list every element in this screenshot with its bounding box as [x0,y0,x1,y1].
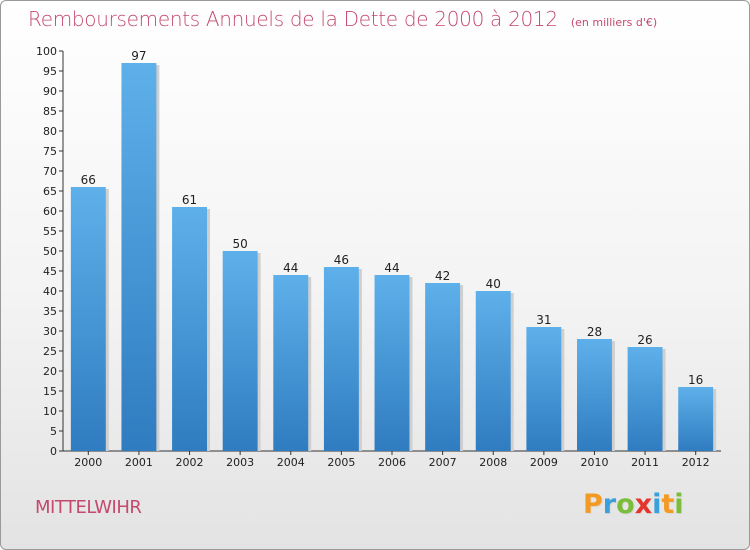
chart-subtitle: (en milliers d'€) [570,16,658,29]
chart-header: Remboursements Annuels de la Dette de 20… [28,7,657,31]
y-tick-label: 0 [50,445,57,458]
value-label: 40 [486,277,501,291]
bar-2011 [627,347,663,451]
value-label: 46 [334,253,349,267]
value-label: 26 [637,333,652,347]
y-tick-label: 5 [50,425,57,438]
logo-letter: t [661,489,675,520]
x-tick-label: 2012 [682,456,710,469]
bar-2006 [374,275,410,451]
value-label: 66 [81,173,96,187]
y-tick-label: 60 [43,205,57,218]
bar-2000 [70,187,106,451]
x-tick-label: 2011 [631,456,659,469]
bar-2012 [678,387,714,451]
y-tick-label: 95 [43,65,57,78]
y-tick-label: 45 [43,265,57,278]
chart-title: Remboursements Annuels de la Dette de 20… [28,7,558,31]
value-label: 28 [587,325,602,339]
y-tick-label: 50 [43,245,57,258]
y-tick-label: 15 [43,385,57,398]
value-label: 50 [233,237,248,251]
y-tick-label: 20 [43,365,57,378]
x-tick-label: 2007 [429,456,457,469]
value-label: 97 [131,49,146,63]
bar-2009 [526,327,562,451]
x-tick-label: 2005 [327,456,355,469]
x-tick-label: 2001 [125,456,153,469]
y-tick-label: 90 [43,85,57,98]
x-tick-label: 2008 [479,456,507,469]
y-tick-label: 75 [43,145,57,158]
bar-2001 [121,63,157,451]
x-tick-label: 2004 [277,456,305,469]
y-axis: 0 5 10 15 20 25 30 35 40 45 50 55 60 65 70 75 80 85 90 95 10… [36,45,64,458]
logo-letter: i [674,489,684,520]
bar-2003 [222,251,258,451]
x-tick-label: 2009 [530,456,558,469]
proxiti-logo[interactable]: Proxiti [583,489,684,520]
y-tick-label: 25 [43,345,57,358]
value-label: 44 [283,261,298,275]
value-label: 31 [536,313,551,327]
bar-2007 [425,283,461,451]
value-label: 42 [435,269,450,283]
commune-name: MITTELWIHR [35,497,142,518]
value-label: 16 [688,373,703,387]
value-label: 61 [182,193,197,207]
y-tick-label: 100 [36,45,57,58]
y-tick-label: 10 [43,405,57,418]
value-label: 44 [384,261,399,275]
logo-letter: i [652,489,662,520]
bar-2005 [323,267,359,451]
y-tick-label: 40 [43,285,57,298]
y-tick-label: 30 [43,325,57,338]
bars: 66 97 61 50 44 46 44 42 40 31 28 26 16 [70,49,717,451]
bar-2004 [273,275,309,451]
x-tick-label: 2003 [226,456,254,469]
logo-letter: x [634,489,653,520]
logo-letter: P [583,489,603,520]
bar-2002 [172,207,208,451]
logo-letter: o [616,489,635,520]
logo-letter: r [602,489,617,520]
y-tick-label: 55 [43,225,57,238]
x-tick-label: 2006 [378,456,406,469]
y-tick-label: 85 [43,105,57,118]
x-tick-label: 2000 [74,456,102,469]
x-axis: 2000 2001 2002 2003 2004 2005 2006 2007 2008 2009… [63,450,721,469]
x-tick-label: 2002 [176,456,204,469]
bar-2008 [475,291,511,451]
bar-2010 [576,339,612,451]
y-tick-label: 70 [43,165,57,178]
x-tick-label: 2010 [580,456,608,469]
y-tick-label: 35 [43,305,57,318]
y-tick-label: 80 [43,125,57,138]
y-tick-label: 65 [43,185,57,198]
